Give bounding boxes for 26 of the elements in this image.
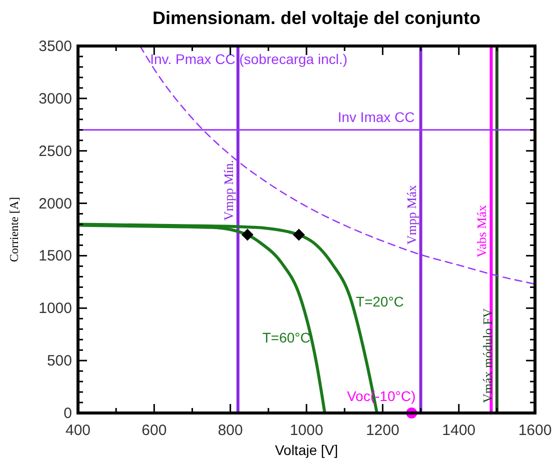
ref-line-label: Vmpp Mín. bbox=[220, 160, 236, 221]
ref-line-label: Vabs Máx bbox=[474, 204, 490, 258]
y-tick-label: 3500 bbox=[38, 38, 72, 55]
x-tick-label: 1600 bbox=[518, 422, 552, 439]
y-tick-label: 0 bbox=[64, 405, 72, 422]
x-axis-title: Voltaje [V] bbox=[274, 442, 338, 458]
ref-line-label: Vmáx módulo FV bbox=[480, 308, 495, 403]
series-label: T=60°C bbox=[262, 330, 310, 346]
chart-title: Dimensionam. del voltaje del conjunto bbox=[152, 8, 481, 28]
y-tick-label: 2500 bbox=[38, 142, 72, 160]
y-tick-label: 2000 bbox=[38, 195, 72, 212]
x-tick-label: 400 bbox=[65, 422, 91, 439]
y-axis-title: Corriente [A] bbox=[7, 197, 21, 262]
ref-line-label: Inv Imax CC bbox=[338, 108, 415, 125]
y-tick-label: 1500 bbox=[38, 248, 72, 265]
series-label: Inv. Pmax CC (sobrecarga incl.) bbox=[150, 51, 348, 67]
x-tick-label: 1400 bbox=[442, 422, 476, 439]
series-label: T=20°C bbox=[356, 294, 404, 310]
ref-line-label: Vmpp Máx bbox=[404, 184, 419, 245]
y-tick-label: 1000 bbox=[38, 300, 72, 318]
x-tick-label: 600 bbox=[142, 422, 167, 439]
y-tick-label: 500 bbox=[46, 352, 72, 370]
x-tick-label: 800 bbox=[218, 422, 243, 439]
x-tick-label: 1000 bbox=[290, 422, 324, 439]
y-tick-label: 3000 bbox=[38, 90, 72, 108]
x-tick-label: 1200 bbox=[366, 422, 400, 439]
